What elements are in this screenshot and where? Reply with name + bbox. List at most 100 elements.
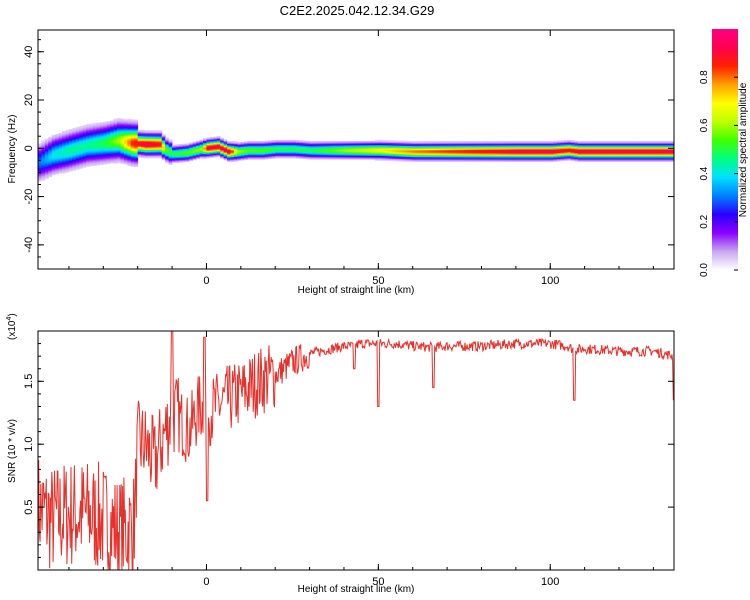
spectrogram-cell xyxy=(467,150,472,153)
spectrogram-cell xyxy=(453,159,458,161)
spectrogram-cell xyxy=(65,156,70,159)
spectrogram-cell xyxy=(306,142,310,144)
spectrogram-cell xyxy=(484,147,489,149)
spectrogram-cell xyxy=(639,155,644,158)
spectrogram-cell xyxy=(99,139,104,141)
spectrogram-cell xyxy=(343,144,348,147)
spectrogram-cell xyxy=(220,155,225,158)
spectrogram-cell xyxy=(137,141,142,144)
spectrogram-cell xyxy=(374,144,379,147)
spectrogram-cell xyxy=(567,159,572,161)
spectrogram-cell xyxy=(464,150,469,153)
spectrogram-cell xyxy=(563,159,568,162)
spectrogram-cell xyxy=(251,148,255,150)
spectrogram-cell xyxy=(629,148,634,150)
spectrogram-cell xyxy=(220,154,225,157)
spectrogram-cell xyxy=(213,154,218,157)
spectrogram-cell xyxy=(343,155,348,158)
spectrogram-cell xyxy=(161,145,166,147)
spectrogram-cell xyxy=(233,141,238,143)
spectrogram-cell xyxy=(268,145,273,147)
spectrogram-cell xyxy=(44,167,49,170)
spectrogram-cell xyxy=(127,159,132,162)
spectrogram-cell xyxy=(123,135,128,137)
spectrogram-cell xyxy=(347,157,352,160)
spectrogram-cell xyxy=(398,156,403,158)
spectrogram-cell xyxy=(113,128,118,130)
spectrogram-cell xyxy=(364,156,369,159)
spectrogram-cell xyxy=(557,150,561,152)
spectrogram-cell xyxy=(670,151,674,154)
spectrogram-cell xyxy=(41,141,46,144)
spectrogram-cell xyxy=(460,144,465,147)
spectrogram-cell xyxy=(127,151,132,153)
spectrogram-cell xyxy=(68,147,73,149)
spectrogram-cell xyxy=(615,147,620,149)
spectrogram-cell xyxy=(574,159,579,162)
spectrogram-cell xyxy=(453,153,458,155)
spectrogram-cell xyxy=(333,153,338,155)
spectrogram-cell xyxy=(643,151,647,154)
spectrogram-cell xyxy=(570,155,575,158)
spectrogram-cell xyxy=(203,152,207,155)
spectrogram-cell xyxy=(117,157,121,160)
spectrogram-cell xyxy=(632,143,637,146)
spectrogram-cell xyxy=(278,154,283,156)
spectrogram-cell xyxy=(457,153,462,155)
spectrogram-cell xyxy=(340,147,345,149)
spectrogram-cell xyxy=(106,150,111,152)
spectrogram-cell xyxy=(557,145,561,148)
spectrogram-cell xyxy=(134,131,139,134)
spectrogram-cell xyxy=(502,155,506,158)
spectrogram-cell xyxy=(86,138,90,141)
spectrogram-cell xyxy=(330,143,335,146)
spectrogram-cell xyxy=(612,156,616,159)
spectrogram-cell xyxy=(271,148,276,151)
spectrogram-cell xyxy=(416,157,420,160)
spectrogram-cell xyxy=(127,163,132,165)
spectrogram-cell xyxy=(127,146,132,149)
spectrogram-cell xyxy=(357,141,362,143)
spectrogram-cell xyxy=(258,150,262,153)
spectrogram-cell xyxy=(636,141,641,143)
spectrogram-cell xyxy=(96,156,101,159)
spectrogram-cell xyxy=(361,155,365,158)
spectrogram-cell xyxy=(368,151,372,154)
spectrogram-cell xyxy=(75,143,80,146)
spectrogram-cell xyxy=(247,157,252,160)
spectrogram-cell xyxy=(529,147,534,149)
spectrogram-cell xyxy=(419,143,424,146)
spectrogram-cell xyxy=(663,144,668,147)
spectrogram-cell xyxy=(378,145,383,148)
spectrogram-cell xyxy=(230,143,235,146)
spectrogram-cell xyxy=(123,119,128,121)
spectrogram-cell xyxy=(127,134,132,137)
spectrogram-cell xyxy=(347,155,352,158)
spectrogram-cell xyxy=(570,141,575,144)
spectrogram-cell xyxy=(168,154,173,157)
spectrogram-cell xyxy=(82,162,87,165)
spectrogram-cell xyxy=(423,155,427,158)
spectrogram-cell xyxy=(113,146,118,149)
spectrogram-cell xyxy=(295,146,300,148)
spectrogram-cell xyxy=(275,156,280,159)
spectrogram-cell xyxy=(629,143,634,146)
spectrogram-cell xyxy=(233,149,238,152)
spectrogram-cell xyxy=(594,147,599,149)
spectrogram-cell xyxy=(508,142,513,144)
spectrogram-cell xyxy=(106,156,111,158)
spectrogram-cell xyxy=(557,140,561,143)
spectrogram-cell xyxy=(512,143,517,146)
spectrogram-cell xyxy=(258,142,262,144)
spectrogram-cell xyxy=(144,145,149,148)
spectrogram-cell xyxy=(643,148,647,150)
spectrogram-cell xyxy=(436,145,441,148)
spectrogram-cell xyxy=(433,142,438,144)
spectrogram-cell xyxy=(175,161,180,163)
spectrogram-cell xyxy=(261,154,266,156)
spectrogram-cell xyxy=(522,148,527,150)
spectrogram-cell xyxy=(172,151,176,154)
spectrogram-cell xyxy=(543,144,548,147)
spectrogram-cell xyxy=(337,148,341,150)
spectrogram-cell xyxy=(333,149,338,152)
